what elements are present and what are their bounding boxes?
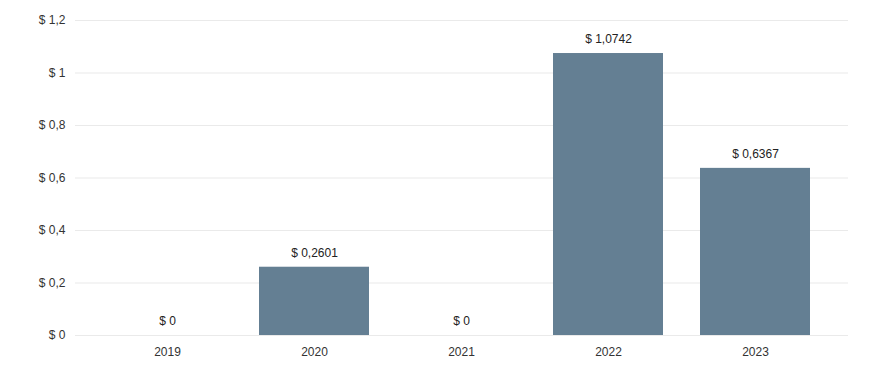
svg-text:$ 0,6: $ 0,6: [39, 171, 66, 185]
svg-text:2022: 2022: [595, 345, 622, 359]
svg-text:$ 0,2: $ 0,2: [39, 276, 66, 290]
svg-text:2019: 2019: [154, 345, 181, 359]
svg-text:2023: 2023: [742, 345, 769, 359]
html-text:(c) Trivano.com: (c) Trivano.com: [802, 0, 878, 12]
svg-text:$ 0: $ 0: [453, 314, 470, 328]
svg-text:$ 0,8: $ 0,8: [39, 118, 66, 132]
svg-text:$ 1: $ 1: [49, 66, 66, 80]
svg-text:$ 0: $ 0: [49, 328, 66, 342]
svg-text:2021: 2021: [448, 345, 475, 359]
svg-text:2020: 2020: [301, 345, 328, 359]
svg-text:$ 1,2: $ 1,2: [39, 13, 66, 27]
svg-text:$ 0,6367: $ 0,6367: [732, 147, 779, 161]
svg-text:$ 0,4: $ 0,4: [39, 223, 66, 237]
svg-text:$ 0,2601: $ 0,2601: [291, 246, 338, 260]
svg-text:$ 1,0742: $ 1,0742: [585, 32, 632, 46]
svg-text:$ 0: $ 0: [159, 314, 176, 328]
